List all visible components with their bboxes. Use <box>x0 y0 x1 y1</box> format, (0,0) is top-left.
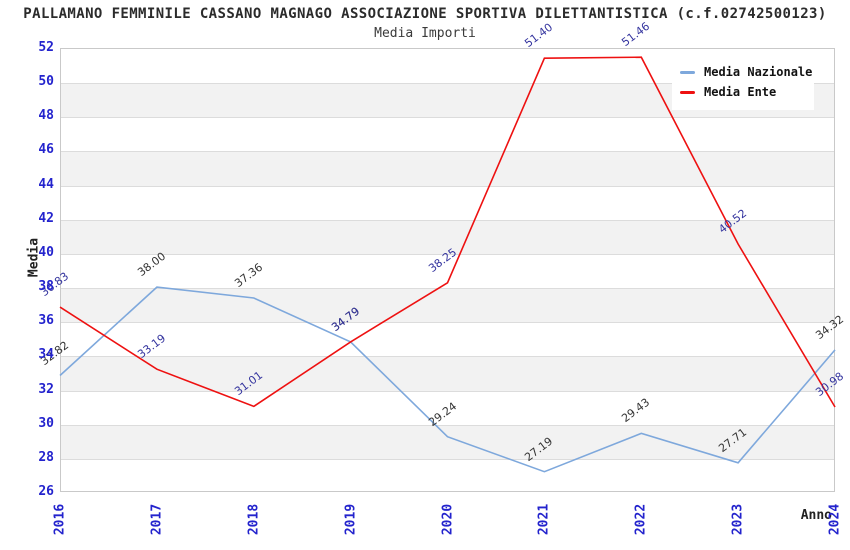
y-tick-label: 38 <box>38 279 54 295</box>
y-tick-label: 26 <box>38 484 54 499</box>
y-tick-label: 32 <box>38 381 54 397</box>
y-tick-label: 36 <box>38 313 54 329</box>
y-tick-label: 28 <box>38 449 54 465</box>
series-line-media-ente <box>59 56 836 408</box>
gridline <box>61 390 834 392</box>
gridline <box>61 219 834 221</box>
y-tick-label: 30 <box>38 415 54 431</box>
gridline <box>61 288 834 290</box>
plot-band <box>61 356 834 391</box>
gridline <box>61 424 834 426</box>
y-tick-label: 50 <box>38 74 54 90</box>
legend-label: Media Ente <box>704 85 777 99</box>
y-tick-label: 40 <box>38 244 54 260</box>
chart-subtitle: Media Importi <box>374 26 476 41</box>
y-tick-label: 42 <box>38 210 54 226</box>
gridline <box>61 458 834 460</box>
gridline <box>61 151 834 153</box>
gridline <box>61 356 834 358</box>
gridline <box>61 83 834 85</box>
x-tick-label: 2019 <box>343 503 359 536</box>
series-line-media-nazionale <box>59 286 836 473</box>
x-tick-label: 2021 <box>536 503 552 536</box>
x-tick-label: 2022 <box>633 503 649 536</box>
gridline <box>61 253 834 255</box>
legend-swatch-icon <box>680 90 695 94</box>
plot-area <box>60 48 835 492</box>
x-axis-title: Anno <box>800 508 832 523</box>
y-tick-label: 44 <box>38 176 54 192</box>
y-tick-label: 34 <box>38 347 54 363</box>
plot-band <box>61 219 834 254</box>
legend-label: Media Nazionale <box>704 65 813 79</box>
gridline <box>61 322 834 324</box>
gridline <box>61 185 834 187</box>
x-tick-label: 2016 <box>52 503 68 536</box>
y-tick-label: 48 <box>38 108 54 124</box>
legend-item: Media Nazionale <box>680 62 812 82</box>
x-tick-label: 2018 <box>246 503 262 536</box>
legend-swatch-icon <box>680 70 695 74</box>
y-tick-label: 52 <box>38 40 54 55</box>
x-tick-label: 2023 <box>730 503 746 536</box>
legend: Media Nazionale Media Ente <box>672 56 814 110</box>
legend-item: Media Ente <box>680 82 806 102</box>
gridline <box>61 117 834 119</box>
plot-band <box>61 288 834 323</box>
chart-title: PALLAMANO FEMMINILE CASSANO MAGNAGO ASSO… <box>23 6 827 22</box>
x-tick-label: 2017 <box>149 503 165 536</box>
x-tick-label: 2020 <box>440 503 455 536</box>
y-tick-label: 46 <box>38 142 54 158</box>
x-tick-label: 2024 <box>827 503 843 536</box>
